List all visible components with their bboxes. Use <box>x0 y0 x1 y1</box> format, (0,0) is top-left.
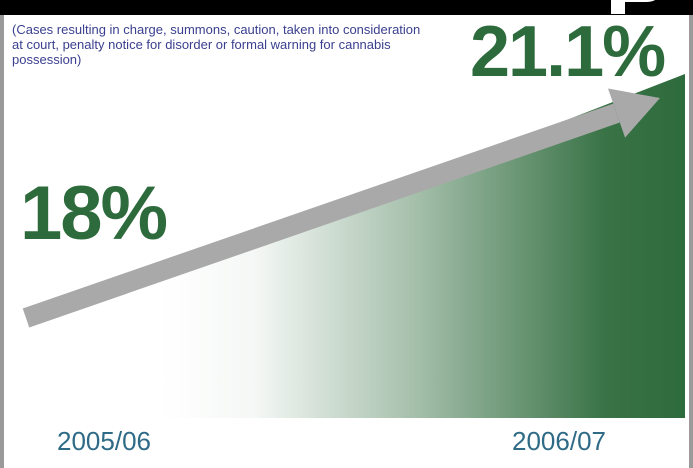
period-label-2005-06: 2005/06 <box>57 426 151 456</box>
trend-arrow-shaft <box>22 103 620 328</box>
trend-arrow-head <box>608 88 660 138</box>
right-border <box>689 15 693 468</box>
value-label-2006-07: 21.1% <box>470 12 666 92</box>
chart-subtitle: (Cases resulting in charge, summons, cau… <box>12 22 421 67</box>
period-label-2006-07: 2006/07 <box>512 426 606 456</box>
area-fill <box>160 74 685 418</box>
header-bar <box>0 0 693 15</box>
value-label-2005-06: 18% <box>20 171 168 256</box>
header-glyph-fragment <box>611 0 656 14</box>
left-border <box>0 15 4 468</box>
